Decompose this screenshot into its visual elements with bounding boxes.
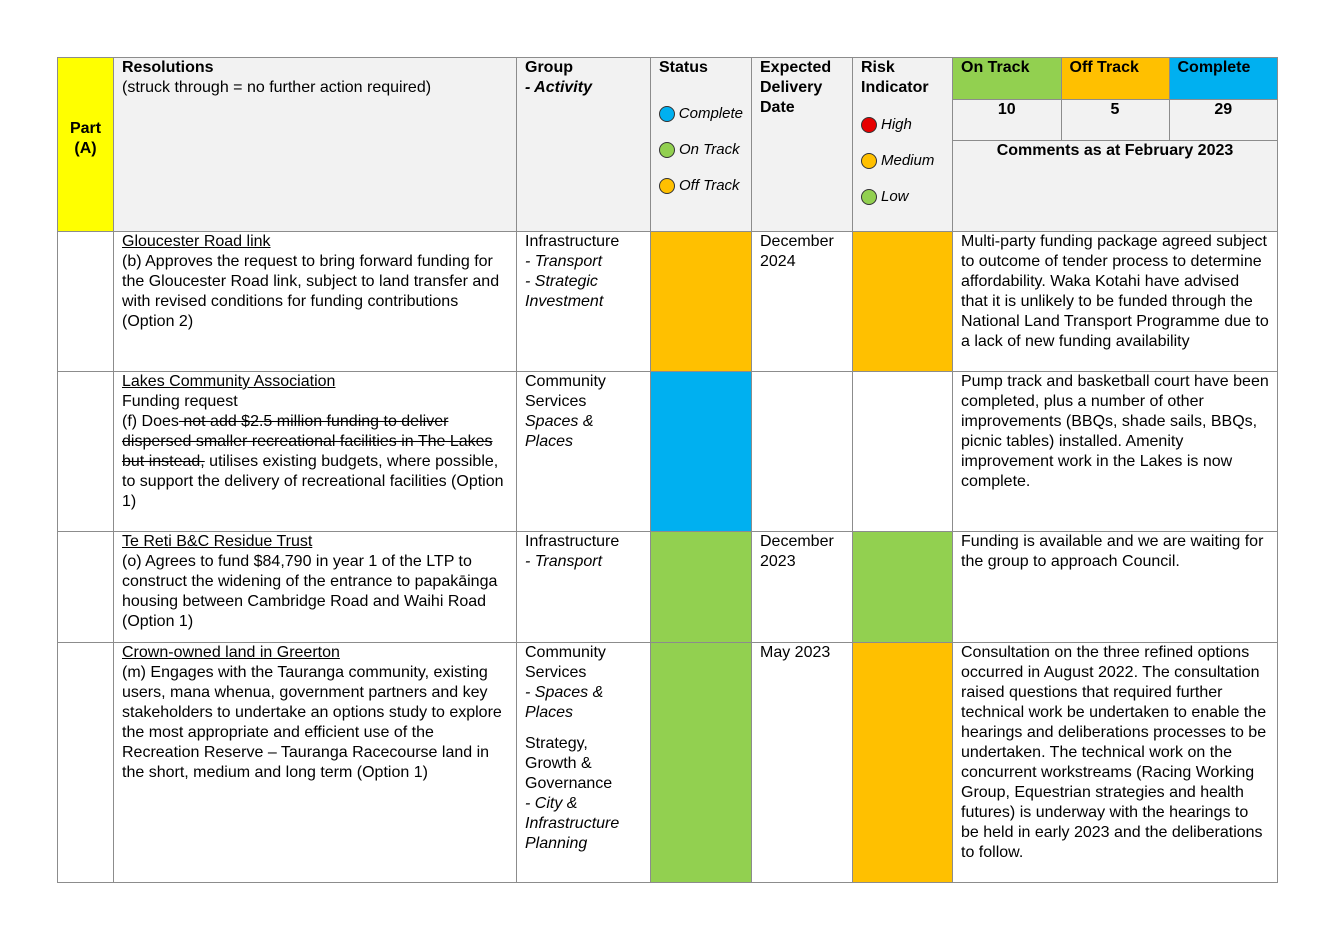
- group-heading: Group: [525, 59, 573, 76]
- group-header: Group - Activity: [516, 57, 651, 232]
- date-cell: [751, 371, 853, 532]
- summary-header: On Track Off Track Complete 10 5 29 Comm…: [952, 57, 1278, 232]
- resolution-title: Crown-owned land in Greerton: [122, 644, 340, 661]
- activity-name: - Transport: [525, 553, 603, 570]
- part-cell: [57, 371, 114, 532]
- risk-header: Risk Indicator High Medium Low: [852, 57, 953, 232]
- off-track-count: 5: [1061, 99, 1170, 141]
- resolutions-note: (struck through = no further action requ…: [122, 79, 432, 96]
- summary-labels: On Track Off Track Complete: [953, 58, 1277, 100]
- risk-legend: High Medium Low: [861, 107, 944, 215]
- group-name: Strategy, Growth & Governance: [525, 735, 613, 792]
- resolution-cell: Lakes Community Association Funding requ…: [113, 371, 517, 532]
- activity-name: - City & Infrastructure Planning: [525, 795, 620, 852]
- table-row: Lakes Community Association Funding requ…: [57, 371, 1278, 532]
- group-name: Community Services: [525, 644, 606, 681]
- part-header: Part (A): [57, 57, 114, 232]
- resolutions-header: Resolutions (struck through = no further…: [113, 57, 517, 232]
- on-track-count: 10: [953, 99, 1062, 141]
- resolution-title: Lakes Community Association: [122, 373, 336, 390]
- risk-cell: [852, 231, 953, 372]
- group-cell: Infrastructure - Transport - Strategic I…: [516, 231, 651, 372]
- legend-high: High: [861, 107, 944, 143]
- legend-low: Low: [861, 179, 944, 215]
- date-cell: December 2024: [751, 231, 853, 372]
- risk-cell: [852, 642, 953, 883]
- comments-title: Comments as at February 2023: [953, 140, 1277, 220]
- risk-cell: [852, 371, 953, 532]
- group-cell: Community Services - Spaces & Places Str…: [516, 642, 651, 883]
- complete-count: 29: [1169, 99, 1277, 141]
- resolution-subtitle: Funding request: [122, 393, 238, 410]
- status-header: Status Complete On Track Off Track: [650, 57, 752, 232]
- comment-cell: Pump track and basketball court have bee…: [952, 371, 1278, 532]
- resolution-title: Te Reti B&C Residue Trust: [122, 533, 313, 550]
- legend-off-track: Off Track: [659, 168, 743, 204]
- legend-medium: Medium: [861, 143, 944, 179]
- struck-text: not add $2.5 million funding to deliver …: [122, 413, 493, 470]
- resolution-text: (b) Approves the request to bring forwar…: [122, 253, 500, 330]
- activity-name: Spaces & Places: [525, 413, 594, 450]
- legend-complete: Complete: [659, 96, 743, 132]
- group-spacer: [525, 723, 642, 734]
- activity-name: - Transport: [525, 253, 603, 270]
- resolution-text: (o) Agrees to fund $84,790 in year 1 of …: [122, 553, 498, 630]
- summary-table: On Track Off Track Complete 10 5 29 Comm…: [953, 58, 1277, 220]
- table-row: Te Reti B&C Residue Trust (o) Agrees to …: [57, 531, 1278, 643]
- off-track-label: Off Track: [1061, 58, 1170, 100]
- green-circle-icon: [659, 142, 675, 158]
- status-legend: Complete On Track Off Track: [659, 96, 743, 204]
- red-circle-icon: [861, 117, 877, 133]
- on-track-label: On Track: [953, 58, 1062, 100]
- resolution-cell: Te Reti B&C Residue Trust (o) Agrees to …: [113, 531, 517, 643]
- legend-on-track: On Track: [659, 132, 743, 168]
- comments-title-row: Comments as at February 2023: [953, 140, 1277, 220]
- resolution-cell: Gloucester Road link (b) Approves the re…: [113, 231, 517, 372]
- resolution-text: (m) Engages with the Tauranga community,…: [122, 664, 502, 781]
- table-row: Crown-owned land in Greerton (m) Engages…: [57, 642, 1278, 883]
- activity-heading: - Activity: [525, 79, 592, 96]
- amber-circle-icon: [861, 153, 877, 169]
- blue-circle-icon: [659, 106, 675, 122]
- date-header: Expected Delivery Date: [751, 57, 853, 232]
- green-circle-icon: [861, 189, 877, 205]
- group-name: Community Services: [525, 373, 606, 410]
- header-row: Part (A) Resolutions (struck through = n…: [57, 57, 1278, 232]
- table-row: Gloucester Road link (b) Approves the re…: [57, 231, 1278, 372]
- status-cell: [650, 642, 752, 883]
- date-cell: May 2023: [751, 642, 853, 883]
- date-cell: December 2023: [751, 531, 853, 643]
- resolution-cell: Crown-owned land in Greerton (m) Engages…: [113, 642, 517, 883]
- group-cell: Infrastructure - Transport: [516, 531, 651, 643]
- amber-circle-icon: [659, 178, 675, 194]
- summary-counts: 10 5 29: [953, 99, 1277, 141]
- group-cell: Community Services Spaces & Places: [516, 371, 651, 532]
- risk-cell: [852, 531, 953, 643]
- comment-cell: Multi-party funding package agreed subje…: [952, 231, 1278, 372]
- group-name: Infrastructure: [525, 233, 620, 250]
- activity-name: - Strategic Investment: [525, 273, 604, 310]
- status-heading: Status: [659, 59, 708, 76]
- status-cell: [650, 531, 752, 643]
- group-name: Infrastructure: [525, 533, 620, 550]
- resolutions-heading: Resolutions: [122, 59, 214, 76]
- resolution-text: (f) Does not add $2.5 million funding to…: [122, 413, 504, 510]
- resolutions-table: Part (A) Resolutions (struck through = n…: [57, 57, 1278, 883]
- activity-name: - Spaces & Places: [525, 684, 604, 721]
- risk-heading: Risk Indicator: [861, 59, 929, 96]
- part-cell: [57, 231, 114, 372]
- resolution-title: Gloucester Road link: [122, 233, 271, 250]
- comment-cell: Funding is available and we are waiting …: [952, 531, 1278, 643]
- comment-cell: Consultation on the three refined option…: [952, 642, 1278, 883]
- complete-label: Complete: [1169, 58, 1277, 100]
- part-cell: [57, 642, 114, 883]
- part-cell: [57, 531, 114, 643]
- status-cell: [650, 231, 752, 372]
- status-cell: [650, 371, 752, 532]
